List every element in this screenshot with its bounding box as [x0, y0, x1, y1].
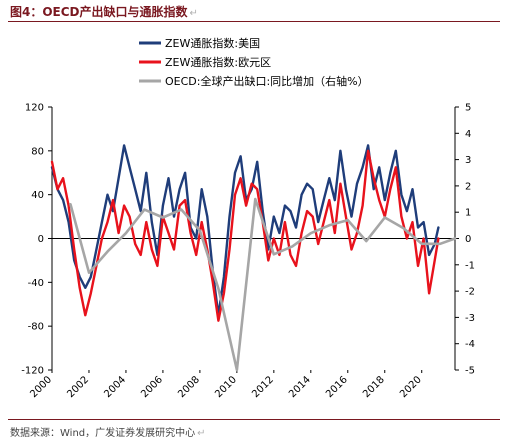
chart-title: 图4：OECD产出缺口与通胀指数 ↵ — [10, 3, 198, 20]
series-line-2 — [50, 149, 440, 322]
bottom-rule — [8, 419, 500, 420]
title-return-mark: ↵ — [189, 8, 198, 19]
y-left-tick-label: -40 — [28, 278, 44, 289]
legend-label-1: ZEW通胀指数:美国 — [165, 36, 260, 50]
legend: ZEW通胀指数:美国 ZEW通胀指数:欧元区 OECD:全球产出缺口:同比增加（右轴… — [139, 36, 369, 88]
series-line-3 — [69, 197, 457, 372]
series-layer — [50, 144, 457, 372]
x-tick-label: 2016 — [324, 374, 350, 400]
x-tick-label: 2020 — [398, 374, 424, 400]
source-text: 数据来源：Wind，广发证券发展研究中心 — [10, 428, 196, 439]
source-note: 数据来源：Wind，广发证券发展研究中心 ↵ — [10, 424, 206, 439]
x-tick-label: 2002 — [65, 374, 91, 400]
x-tick-label: 2012 — [250, 374, 276, 400]
top-rule — [8, 21, 500, 22]
y-right-tick-label: -2 — [465, 287, 475, 298]
x-tick-label: 2004 — [102, 374, 128, 400]
y-left-tick-label: -80 — [28, 322, 44, 333]
x-tick-label: 2006 — [139, 374, 165, 400]
y-right-tick-label: 2 — [465, 181, 471, 192]
y-right-tick-label: -5 — [465, 366, 475, 377]
y-right-tick-label: -3 — [465, 313, 475, 324]
y-left-tick-label: 0 — [38, 234, 44, 245]
x-tick-label: 2014 — [287, 374, 313, 400]
y-left-tick-label: -120 — [21, 366, 44, 377]
y-right-tick-label: -4 — [465, 339, 475, 350]
y-right-tick-label: 3 — [465, 155, 471, 166]
chart-title-text: 图4：OECD产出缺口与通胀指数 — [10, 5, 188, 19]
y-right-tick-label: 4 — [465, 129, 471, 140]
x-tick-label: 2008 — [176, 374, 202, 400]
y-right-tick-label: 0 — [465, 234, 471, 245]
x-tick-label: 2000 — [28, 374, 54, 400]
y-right-tick-label: 5 — [465, 103, 471, 114]
y-right-tick-label: -1 — [465, 260, 475, 271]
y-left-tick-label: 80 — [31, 146, 44, 157]
y-left-tick-label: 40 — [31, 190, 44, 201]
source-return-mark: ↵ — [197, 428, 206, 439]
x-tick-label: 2010 — [213, 374, 239, 400]
x-tick-label: 2018 — [361, 374, 387, 400]
legend-label-2: ZEW通胀指数:欧元区 — [165, 55, 271, 69]
axes-layer: 120 80 40 0 -40 -80 -120 5 4 3 2 1 0 -1 -2 -3 -4 -5 2000 20… — [21, 103, 475, 401]
legend-label-3: OECD:全球产出缺口:同比增加（右轴%） — [165, 74, 369, 88]
y-right-tick-label: 1 — [465, 208, 471, 219]
y-left-tick-label: 120 — [25, 103, 44, 114]
